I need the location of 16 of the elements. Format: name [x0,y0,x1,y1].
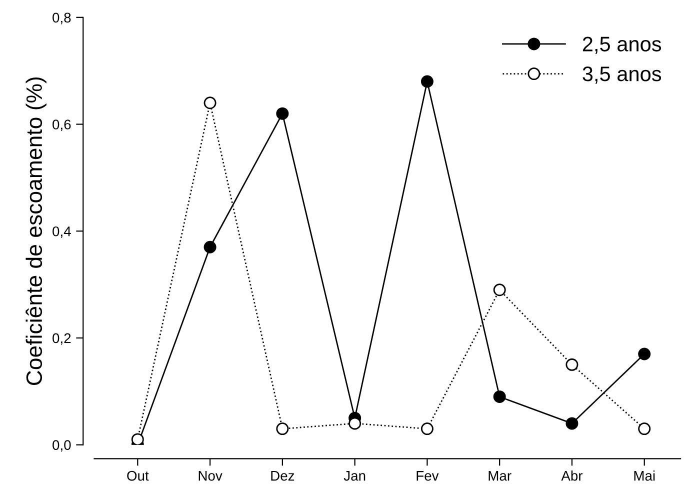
x-tick-label: Fev [416,471,439,481]
y-tick-label: 0,2 [52,333,71,345]
y-tick-label: 0,8 [52,12,71,24]
x-tick-label: Dez [271,471,294,481]
legend-label: 2,5 anos [582,36,662,54]
x-tick-label: Jan [344,471,366,481]
x-tick-label: Mar [488,471,512,481]
legend-label: 3,5 anos [582,66,662,84]
y-tick-label: 0,6 [52,120,71,132]
x-tick-label: Mai [634,470,655,481]
x-tick-label: Nov [198,471,222,481]
y-axis-title: Coeficiênte de escoamento (%) [26,77,46,385]
x-tick-label: Out [127,470,149,481]
y-tick-label: 0,4 [52,226,71,238]
x-tick-label: Abr [561,470,583,481]
y-tick-label: 0,0 [52,440,71,452]
